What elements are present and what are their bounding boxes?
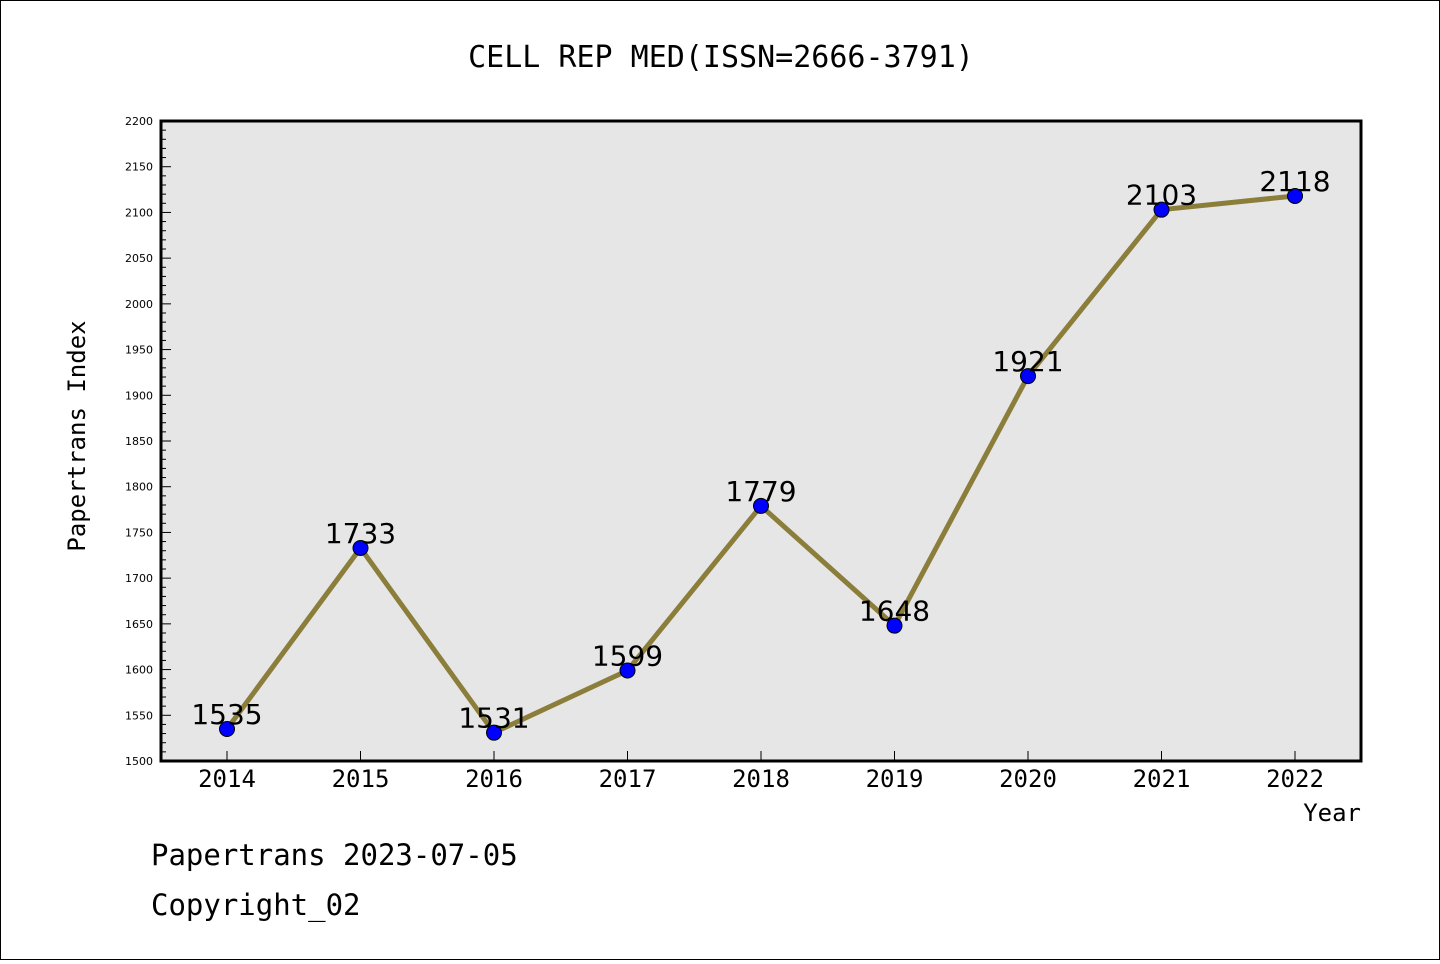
x-axis-label: Year <box>1303 799 1361 827</box>
y-tick-label: 1950 <box>125 344 153 357</box>
y-tick-label: 1600 <box>125 664 153 677</box>
y-tick-label: 1700 <box>125 572 153 585</box>
footer-copyright: Copyright_02 <box>151 888 361 923</box>
footer-date: Papertrans 2023-07-05 <box>151 838 518 872</box>
x-tick-label: 2021 <box>1133 765 1191 793</box>
x-tick-label: 2020 <box>999 765 1057 793</box>
data-label: 1921 <box>992 345 1063 378</box>
y-axis-label: Papertrans Index <box>63 320 91 551</box>
x-tick-label: 2019 <box>866 765 924 793</box>
data-label: 2118 <box>1259 165 1330 198</box>
data-label: 1535 <box>191 698 262 731</box>
y-tick-label: 2050 <box>125 252 153 265</box>
data-label: 1648 <box>859 595 930 628</box>
data-label: 1599 <box>592 639 663 672</box>
data-point <box>486 724 502 741</box>
x-tick-label: 2018 <box>732 765 790 793</box>
x-tick-label: 2014 <box>198 765 256 793</box>
y-tick-label: 2000 <box>125 298 153 311</box>
x-tick-label: 2017 <box>599 765 657 793</box>
x-axis: 2014 2015 2016 2017 2018 2019 2020 2021 2022 <box>198 751 1324 793</box>
data-label: 1779 <box>725 475 796 508</box>
y-tick-label: 1550 <box>125 709 153 722</box>
plot-border <box>159 119 1363 763</box>
data-point <box>1287 187 1303 204</box>
data-point <box>886 617 903 634</box>
data-point <box>619 662 636 679</box>
data-label: 1531 <box>458 702 529 735</box>
y-tick-label: 1850 <box>125 435 153 448</box>
chart-title: CELL REP MED(ISSN=2666-3791) <box>468 40 974 75</box>
x-tick-label: 2015 <box>332 765 390 793</box>
y-tick-label: 1750 <box>125 526 153 539</box>
data-point <box>1020 368 1036 385</box>
series-layer: 1535 1733 1531 1599 1779 1648 1921 2103 2118 <box>191 165 1331 741</box>
y-tick-label: 1500 <box>125 755 153 768</box>
plot-area <box>161 121 1361 761</box>
y-tick-label: 1900 <box>125 389 153 402</box>
y-tick-label: 1800 <box>125 481 153 494</box>
data-label: 2103 <box>1126 179 1197 212</box>
y-tick-label: 2150 <box>125 161 153 174</box>
data-point <box>753 497 769 514</box>
x-tick-label: 2016 <box>465 765 523 793</box>
y-tick-label: 1650 <box>125 618 153 631</box>
x-tick-label: 2022 <box>1266 765 1324 793</box>
data-point <box>352 539 369 556</box>
data-point <box>1153 201 1170 218</box>
y-tick-label: 2200 <box>125 115 153 128</box>
data-point <box>219 721 235 737</box>
y-axis: 1500 1550 1600 1650 1700 1750 1800 1850 1900 1950… <box>125 115 171 768</box>
data-label: 1733 <box>325 517 396 550</box>
y-tick-label: 2100 <box>125 206 153 219</box>
